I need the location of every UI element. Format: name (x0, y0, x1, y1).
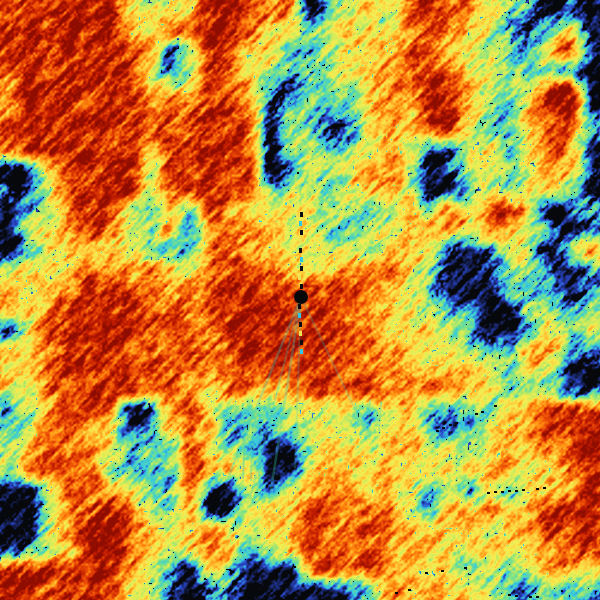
radar-heatmap-image (0, 0, 600, 600)
heatmap-canvas (0, 0, 600, 600)
